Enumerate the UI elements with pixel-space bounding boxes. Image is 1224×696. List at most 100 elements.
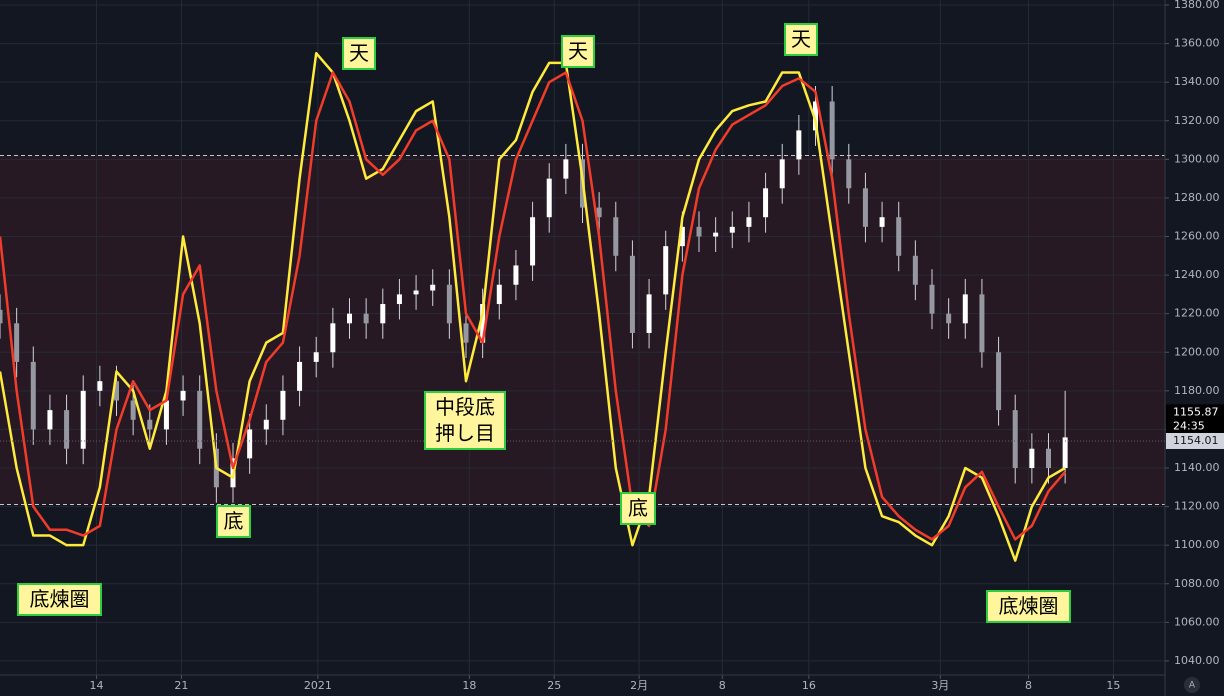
candle-body	[912, 255, 918, 285]
candle-body	[862, 188, 868, 227]
x-tick-label: 18	[462, 679, 476, 692]
annotation: 底煉圏	[17, 583, 102, 616]
candle-body	[413, 290, 419, 295]
y-tick-label: 1200.00	[1174, 345, 1220, 358]
annotation: 天	[561, 35, 595, 68]
y-tick-label: 1180.00	[1174, 384, 1220, 397]
candle-body	[0, 309, 3, 324]
candle-body	[729, 226, 735, 233]
candle-body	[163, 400, 169, 430]
countdown-label: 24:35	[1173, 419, 1205, 432]
y-tick-label: 1360.00	[1174, 37, 1220, 50]
x-tick-label: 25	[547, 679, 561, 692]
price-tag-label: 1155.87	[1173, 405, 1219, 418]
corner-button-label: A	[1189, 681, 1196, 691]
y-tick-label: 1300.00	[1174, 152, 1220, 165]
x-tick-label: 2021	[304, 679, 332, 692]
candle-body	[763, 188, 769, 218]
annotation: 底	[620, 492, 656, 525]
candle-body	[297, 361, 303, 391]
candle-body	[779, 159, 785, 189]
candle-body	[1062, 437, 1068, 469]
candle-body	[330, 323, 336, 353]
candle-body	[80, 390, 86, 449]
candle-body	[829, 101, 835, 160]
candle-body	[1046, 448, 1051, 469]
candle-body	[30, 361, 36, 430]
x-tick-label: 8	[1025, 679, 1032, 692]
candle-body	[380, 304, 386, 324]
candle-body	[879, 217, 885, 227]
candle-body	[813, 101, 818, 131]
x-tick-label: 8	[719, 679, 726, 692]
annotation: 天	[342, 37, 376, 70]
candle-body	[979, 294, 985, 353]
candle-body	[1012, 410, 1018, 469]
candle-body	[663, 246, 669, 295]
oscillator-line	[0, 51, 1066, 562]
candle-body	[513, 265, 519, 285]
annotation: 天	[784, 23, 818, 56]
y-tick-label: 1120.00	[1174, 500, 1220, 513]
candle-body	[546, 178, 552, 218]
candle-body	[347, 313, 352, 324]
x-tick-label: 2月	[630, 679, 648, 692]
candle-body	[696, 226, 702, 237]
candle-body	[1029, 448, 1035, 469]
candle-body	[646, 294, 652, 333]
y-tick-label: 1260.00	[1174, 230, 1220, 243]
candle-body	[14, 323, 20, 362]
candle-body	[313, 352, 319, 362]
y-tick-label: 1140.00	[1174, 461, 1220, 474]
candle-body	[97, 381, 103, 391]
candle-body	[496, 284, 502, 305]
candle-body	[430, 284, 436, 291]
candle-body	[563, 159, 569, 179]
candle-body	[446, 284, 452, 324]
candle-body	[929, 284, 935, 314]
candle-body	[147, 419, 153, 430]
y-tick-label: 1240.00	[1174, 268, 1220, 281]
annotation: 底煉圏	[986, 590, 1071, 623]
x-tick-label: 15	[1106, 679, 1120, 692]
y-tick-label: 1320.00	[1174, 114, 1220, 127]
candle-body	[746, 217, 752, 227]
price-tag	[1166, 432, 1224, 449]
oscillator-line	[0, 71, 1067, 541]
candle-body	[47, 410, 53, 430]
x-tick-label: 21	[174, 679, 188, 692]
candle-body	[962, 294, 968, 324]
candle-body	[197, 390, 203, 449]
candle-body	[396, 294, 402, 305]
y-tick-label: 1060.00	[1174, 615, 1220, 628]
y-tick-label: 1080.00	[1174, 577, 1220, 590]
y-tick-label: 1280.00	[1174, 191, 1220, 204]
candle-body	[463, 323, 469, 343]
candle-body	[996, 352, 1002, 411]
x-tick-label: 14	[90, 679, 104, 692]
corner-button	[1184, 677, 1200, 693]
y-tick-label: 1380.00	[1174, 0, 1220, 11]
candle-body	[280, 390, 286, 420]
price-tag-label: 1154.01	[1173, 434, 1219, 447]
x-tick-label: 3月	[931, 679, 949, 692]
y-tick-label: 1040.00	[1174, 654, 1220, 667]
candle-body	[629, 255, 635, 333]
y-tick-label: 1340.00	[1174, 75, 1220, 88]
candle-body	[896, 217, 902, 256]
candle-body	[946, 313, 952, 324]
annotation: 中段底 押し目	[424, 391, 506, 450]
y-tick-label: 1220.00	[1174, 307, 1220, 320]
candle-body	[263, 419, 269, 430]
annotation: 底	[216, 505, 251, 538]
price-tag	[1166, 404, 1224, 435]
candle-body	[180, 390, 186, 401]
candle-body	[846, 159, 852, 189]
candle-body	[363, 313, 369, 324]
candle-body	[679, 226, 685, 247]
candle-body	[130, 400, 136, 420]
candle-body	[114, 381, 119, 401]
candle-body	[713, 232, 719, 237]
